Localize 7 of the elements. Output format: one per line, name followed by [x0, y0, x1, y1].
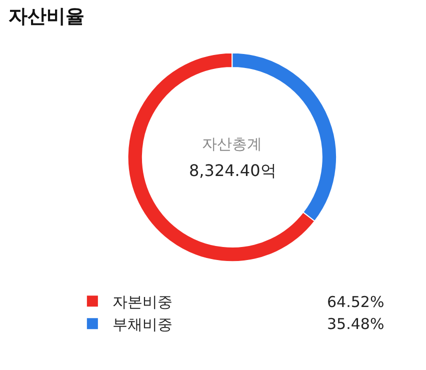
text: 자산총계 [202, 135, 262, 153]
text: 8,324.40억 [189, 161, 276, 180]
chart-title: 자산비율 [8, 6, 85, 28]
data-label: 35.48% [327, 315, 384, 333]
legend-label: 부채비중 [112, 316, 172, 334]
legend-label: 자본비중 [112, 293, 172, 311]
data-label: 64.52% [327, 293, 384, 311]
